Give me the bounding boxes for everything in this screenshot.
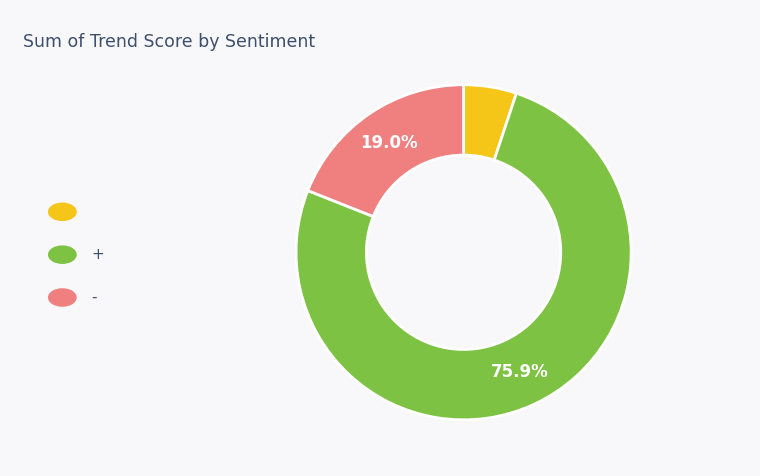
Wedge shape: [464, 85, 516, 160]
Wedge shape: [296, 93, 631, 420]
Wedge shape: [308, 85, 464, 217]
Text: 19.0%: 19.0%: [360, 134, 418, 152]
Text: -: -: [91, 290, 97, 305]
Text: Sum of Trend Score by Sentiment: Sum of Trend Score by Sentiment: [23, 33, 315, 51]
Text: 75.9%: 75.9%: [491, 363, 549, 381]
Text: +: +: [91, 247, 104, 262]
